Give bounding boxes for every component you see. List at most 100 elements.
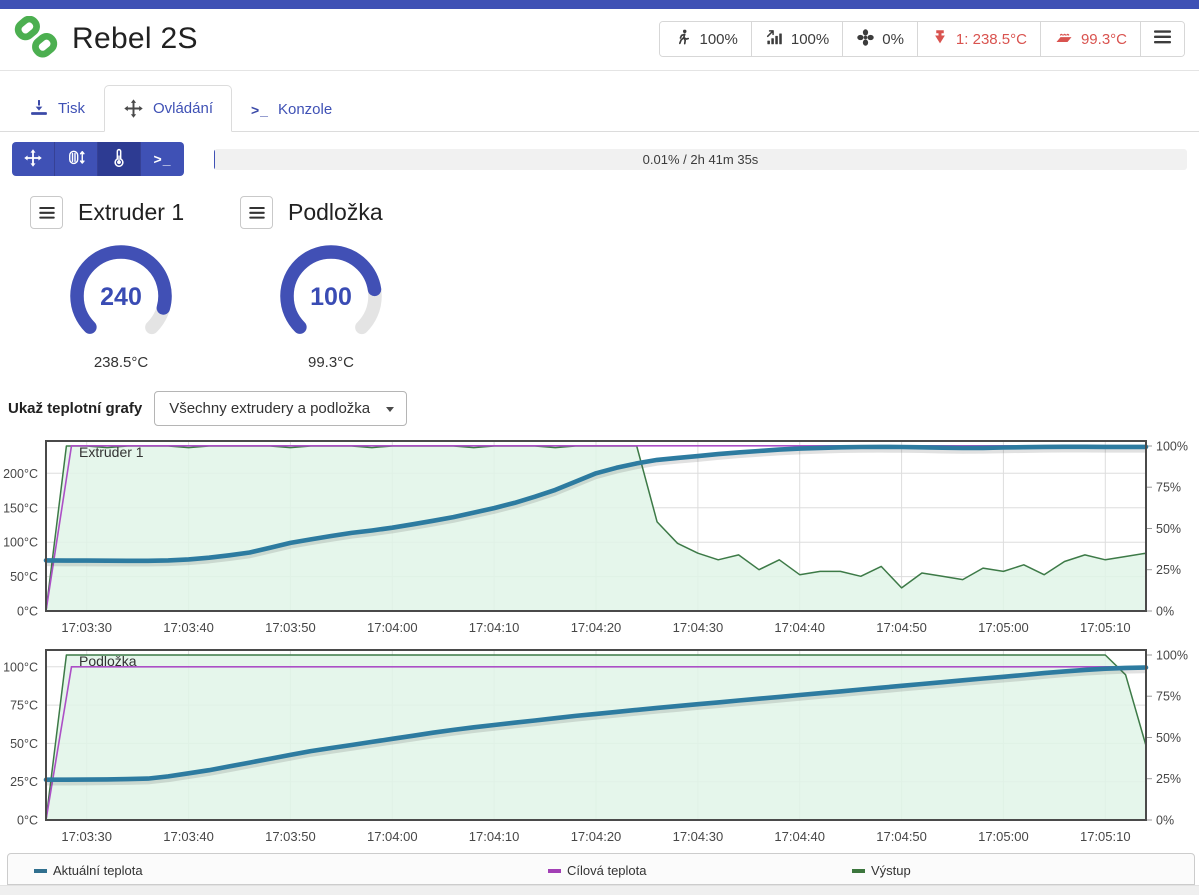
bed-title: Podložka (288, 199, 383, 225)
heatbed-icon (1054, 27, 1074, 51)
console-icon: >_ (153, 151, 172, 167)
extruder-current-temp: 238.5°C (93, 354, 149, 371)
svg-text:200°C: 200°C (3, 467, 38, 481)
tab-print-label: Tisk (58, 99, 85, 117)
legend-item-output[interactable]: Výstup (852, 863, 911, 878)
console-tool-button[interactable]: >_ (141, 142, 184, 176)
console-icon: >_ (251, 101, 269, 118)
heater-panel-extruder: Extruder 1 240 238.5°C (30, 196, 212, 371)
svg-text:75%: 75% (1156, 690, 1181, 704)
page-title: Rebel 2S (72, 22, 198, 55)
svg-text:240: 240 (100, 283, 142, 311)
svg-text:17:03:30: 17:03:30 (61, 620, 112, 635)
extruder-temperature-chart: 17:03:30 17:03:40 17:03:50 17:04:00 17:04:10… (0, 436, 1199, 636)
control-toolbar-row: >_ 0.01% / 2h 41m 35s (12, 142, 1187, 176)
svg-text:17:03:30: 17:03:30 (61, 829, 112, 844)
svg-text:75°C: 75°C (10, 699, 38, 713)
output-swatch (852, 868, 865, 873)
svg-text:0°C: 0°C (17, 814, 38, 828)
tab-control[interactable]: Ovládání (103, 85, 232, 132)
svg-text:17:04:00: 17:04:00 (367, 620, 418, 635)
chart-legend: Aktuální teplota Cílová teplota Výstup (7, 853, 1195, 885)
extruder-filament-icon (66, 148, 86, 171)
svg-text:17:04:50: 17:04:50 (876, 620, 927, 635)
app-logo-chain-icon[interactable] (13, 15, 59, 62)
svg-text:100%: 100% (1156, 649, 1188, 663)
progress-text: 0.01% / 2h 41m 35s (642, 151, 759, 167)
svg-text:0%: 0% (1156, 814, 1174, 828)
svg-text:17:04:30: 17:04:30 (673, 620, 724, 635)
tab-bar: Tisk Ovládání >_ Konzole (0, 85, 1199, 132)
runner-icon (673, 28, 692, 51)
svg-text:17:04:00: 17:04:00 (367, 829, 418, 844)
svg-text:50%: 50% (1156, 522, 1181, 536)
bed-temp-button[interactable]: 99.3°C (1039, 22, 1140, 56)
legend-item-actual[interactable]: Aktuální teplota (34, 863, 143, 878)
tab-control-label: Ovládání (152, 100, 213, 117)
legend-actual-label: Aktuální teplota (53, 863, 143, 878)
svg-text:17:04:50: 17:04:50 (876, 829, 927, 844)
svg-text:17:04:40: 17:04:40 (774, 620, 825, 635)
svg-text:50%: 50% (1156, 731, 1181, 745)
tab-print[interactable]: Tisk (10, 85, 104, 131)
svg-text:17:04:40: 17:04:40 (774, 829, 825, 844)
svg-text:17:03:50: 17:03:50 (265, 829, 316, 844)
bed-temp-gauge[interactable]: 100 (276, 244, 386, 347)
svg-text:25°C: 25°C (10, 775, 38, 789)
svg-text:17:04:20: 17:04:20 (571, 829, 622, 844)
extruder-menu-button[interactable] (30, 196, 63, 229)
extruder-temp-button[interactable]: 1: 238.5°C (916, 22, 1040, 56)
svg-text:17:05:00: 17:05:00 (978, 620, 1029, 635)
tab-console-label: Konzole (277, 101, 333, 118)
move-icon (23, 148, 43, 171)
bed-menu-button[interactable] (240, 196, 273, 229)
speed-value: 100% (699, 30, 738, 48)
svg-text:100%: 100% (1156, 440, 1188, 454)
graph-select-label: Ukaž teplotní grafy (8, 400, 143, 417)
graph-select-dropdown[interactable]: Všechny extrudery a podložka (154, 391, 408, 426)
tab-console[interactable]: >_ Konzole (232, 88, 351, 131)
svg-text:17:04:10: 17:04:10 (469, 620, 520, 635)
header-menu-button[interactable] (1140, 22, 1184, 56)
svg-text:17:04:10: 17:04:10 (469, 829, 520, 844)
thermometer-icon (109, 148, 129, 171)
extruder-title: Extruder 1 (78, 199, 185, 225)
flow-button[interactable]: 100% (750, 22, 843, 56)
extruder-temp-gauge[interactable]: 240 (66, 244, 176, 347)
hamburger-icon (248, 206, 265, 219)
target-temp-swatch (548, 868, 561, 873)
graph-select-value: Všechny extrudery a podložka (169, 400, 371, 417)
svg-text:17:03:40: 17:03:40 (163, 829, 214, 844)
print-progress-bar: 0.01% / 2h 41m 35s (214, 148, 1187, 170)
svg-text:0°C: 0°C (17, 605, 38, 619)
svg-text:100: 100 (310, 283, 352, 311)
move-tool-button[interactable] (12, 142, 55, 176)
svg-text:Extruder 1: Extruder 1 (79, 444, 144, 460)
control-button-group: >_ (12, 142, 184, 176)
legend-item-target[interactable]: Cílová teplota (548, 863, 647, 878)
speed-button[interactable]: 100% (660, 22, 751, 56)
svg-text:Podložka: Podložka (79, 653, 137, 669)
fan-icon (856, 28, 875, 51)
svg-text:50°C: 50°C (10, 737, 38, 751)
bed-temp-value: 99.3°C (1080, 30, 1127, 48)
svg-text:100°C: 100°C (3, 660, 38, 674)
svg-text:0%: 0% (1156, 605, 1174, 619)
legend-output-label: Výstup (871, 863, 911, 878)
svg-text:75%: 75% (1156, 481, 1181, 495)
temperature-tool-button[interactable] (98, 142, 141, 176)
fan-button[interactable]: 0% (842, 22, 917, 56)
header: Rebel 2S 100% (0, 9, 1199, 70)
extrude-tool-button[interactable] (55, 142, 98, 176)
actual-temp-swatch (34, 868, 47, 873)
heater-panel-bed: Podložka 100 99.3°C (240, 196, 422, 371)
svg-text:17:05:00: 17:05:00 (978, 829, 1029, 844)
legend-target-label: Cílová teplota (567, 863, 647, 878)
svg-text:17:04:30: 17:04:30 (673, 829, 724, 844)
svg-text:25%: 25% (1156, 772, 1181, 786)
extruder-temp-value: 1: 238.5°C (955, 30, 1027, 48)
fan-value: 0% (882, 30, 904, 48)
hamburger-icon (38, 206, 55, 219)
svg-text:17:04:20: 17:04:20 (571, 620, 622, 635)
svg-text:17:05:10: 17:05:10 (1080, 829, 1131, 844)
